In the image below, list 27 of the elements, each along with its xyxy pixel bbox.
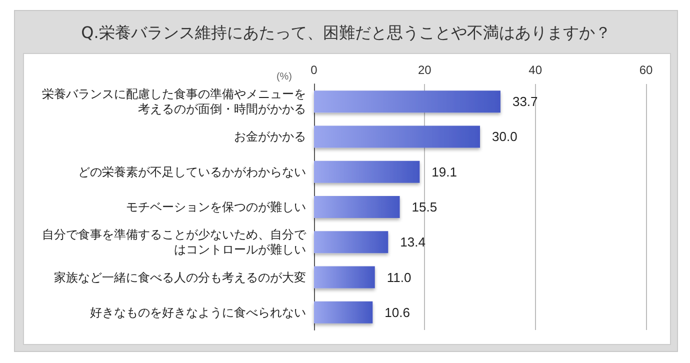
bar <box>314 160 420 183</box>
y-tick-label: 好きなものを好きなように食べられない <box>90 305 306 320</box>
y-tick-label: どの栄養素が不足しているかがわからない <box>78 164 306 179</box>
bar <box>314 301 373 324</box>
data-label: 11.0 <box>386 270 412 285</box>
x-axis-title: (%) <box>276 72 292 82</box>
y-tick-label: お金がかかる <box>234 130 306 144</box>
y-tick-label: 栄養バランスに配慮した食事の準備やメニューを考えるのが面倒・時間がかかる <box>42 87 306 116</box>
x-tick-label: 60 <box>639 63 653 77</box>
y-tick-label: 家族など一緒に食べる人の分も考えるのが大変 <box>54 270 306 284</box>
y-tick-label: 自分で食事を準備することが少ないため、自分ではコントロールが難しい <box>42 228 307 257</box>
chart-title: Q.栄養バランス維持にあたって、困難だと思うことや不満はありますか？ <box>80 23 612 44</box>
bar <box>314 90 500 113</box>
bar <box>314 126 480 148</box>
data-label: 10.6 <box>384 304 410 320</box>
data-label: 30.0 <box>492 129 518 144</box>
bar <box>314 196 400 218</box>
x-tick-label: 0 <box>310 63 318 77</box>
data-label: 15.5 <box>412 200 438 214</box>
data-label: 13.4 <box>400 234 426 250</box>
bar <box>314 231 388 254</box>
y-tick-label: モチベーションを保つのが難しい <box>126 200 306 214</box>
data-label: 19.1 <box>432 164 457 180</box>
bar <box>314 266 375 288</box>
x-tick-label: 20 <box>418 63 432 77</box>
x-tick-label: 40 <box>528 63 542 77</box>
data-label: 33.7 <box>512 94 538 110</box>
